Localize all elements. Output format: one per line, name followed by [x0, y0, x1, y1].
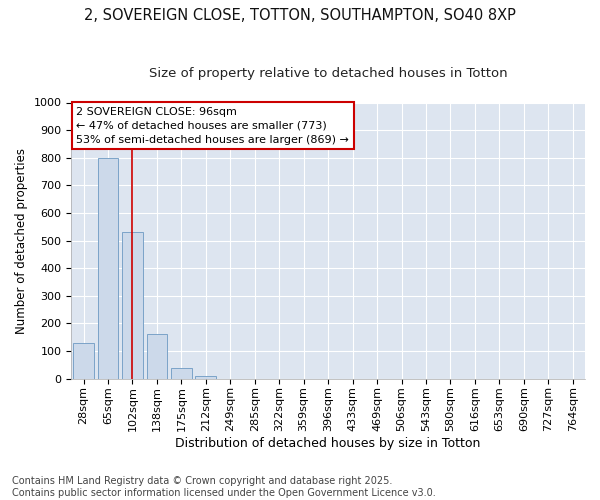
- Y-axis label: Number of detached properties: Number of detached properties: [15, 148, 28, 334]
- Bar: [122, 232, 143, 378]
- Bar: [196, 376, 216, 378]
- Bar: [171, 368, 192, 378]
- Text: Contains HM Land Registry data © Crown copyright and database right 2025.
Contai: Contains HM Land Registry data © Crown c…: [12, 476, 436, 498]
- Bar: [98, 158, 118, 378]
- Title: Size of property relative to detached houses in Totton: Size of property relative to detached ho…: [149, 68, 508, 80]
- X-axis label: Distribution of detached houses by size in Totton: Distribution of detached houses by size …: [175, 437, 481, 450]
- Text: 2 SOVEREIGN CLOSE: 96sqm
← 47% of detached houses are smaller (773)
53% of semi-: 2 SOVEREIGN CLOSE: 96sqm ← 47% of detach…: [76, 106, 349, 144]
- Bar: [73, 343, 94, 378]
- Text: 2, SOVEREIGN CLOSE, TOTTON, SOUTHAMPTON, SO40 8XP: 2, SOVEREIGN CLOSE, TOTTON, SOUTHAMPTON,…: [84, 8, 516, 22]
- Bar: [146, 334, 167, 378]
